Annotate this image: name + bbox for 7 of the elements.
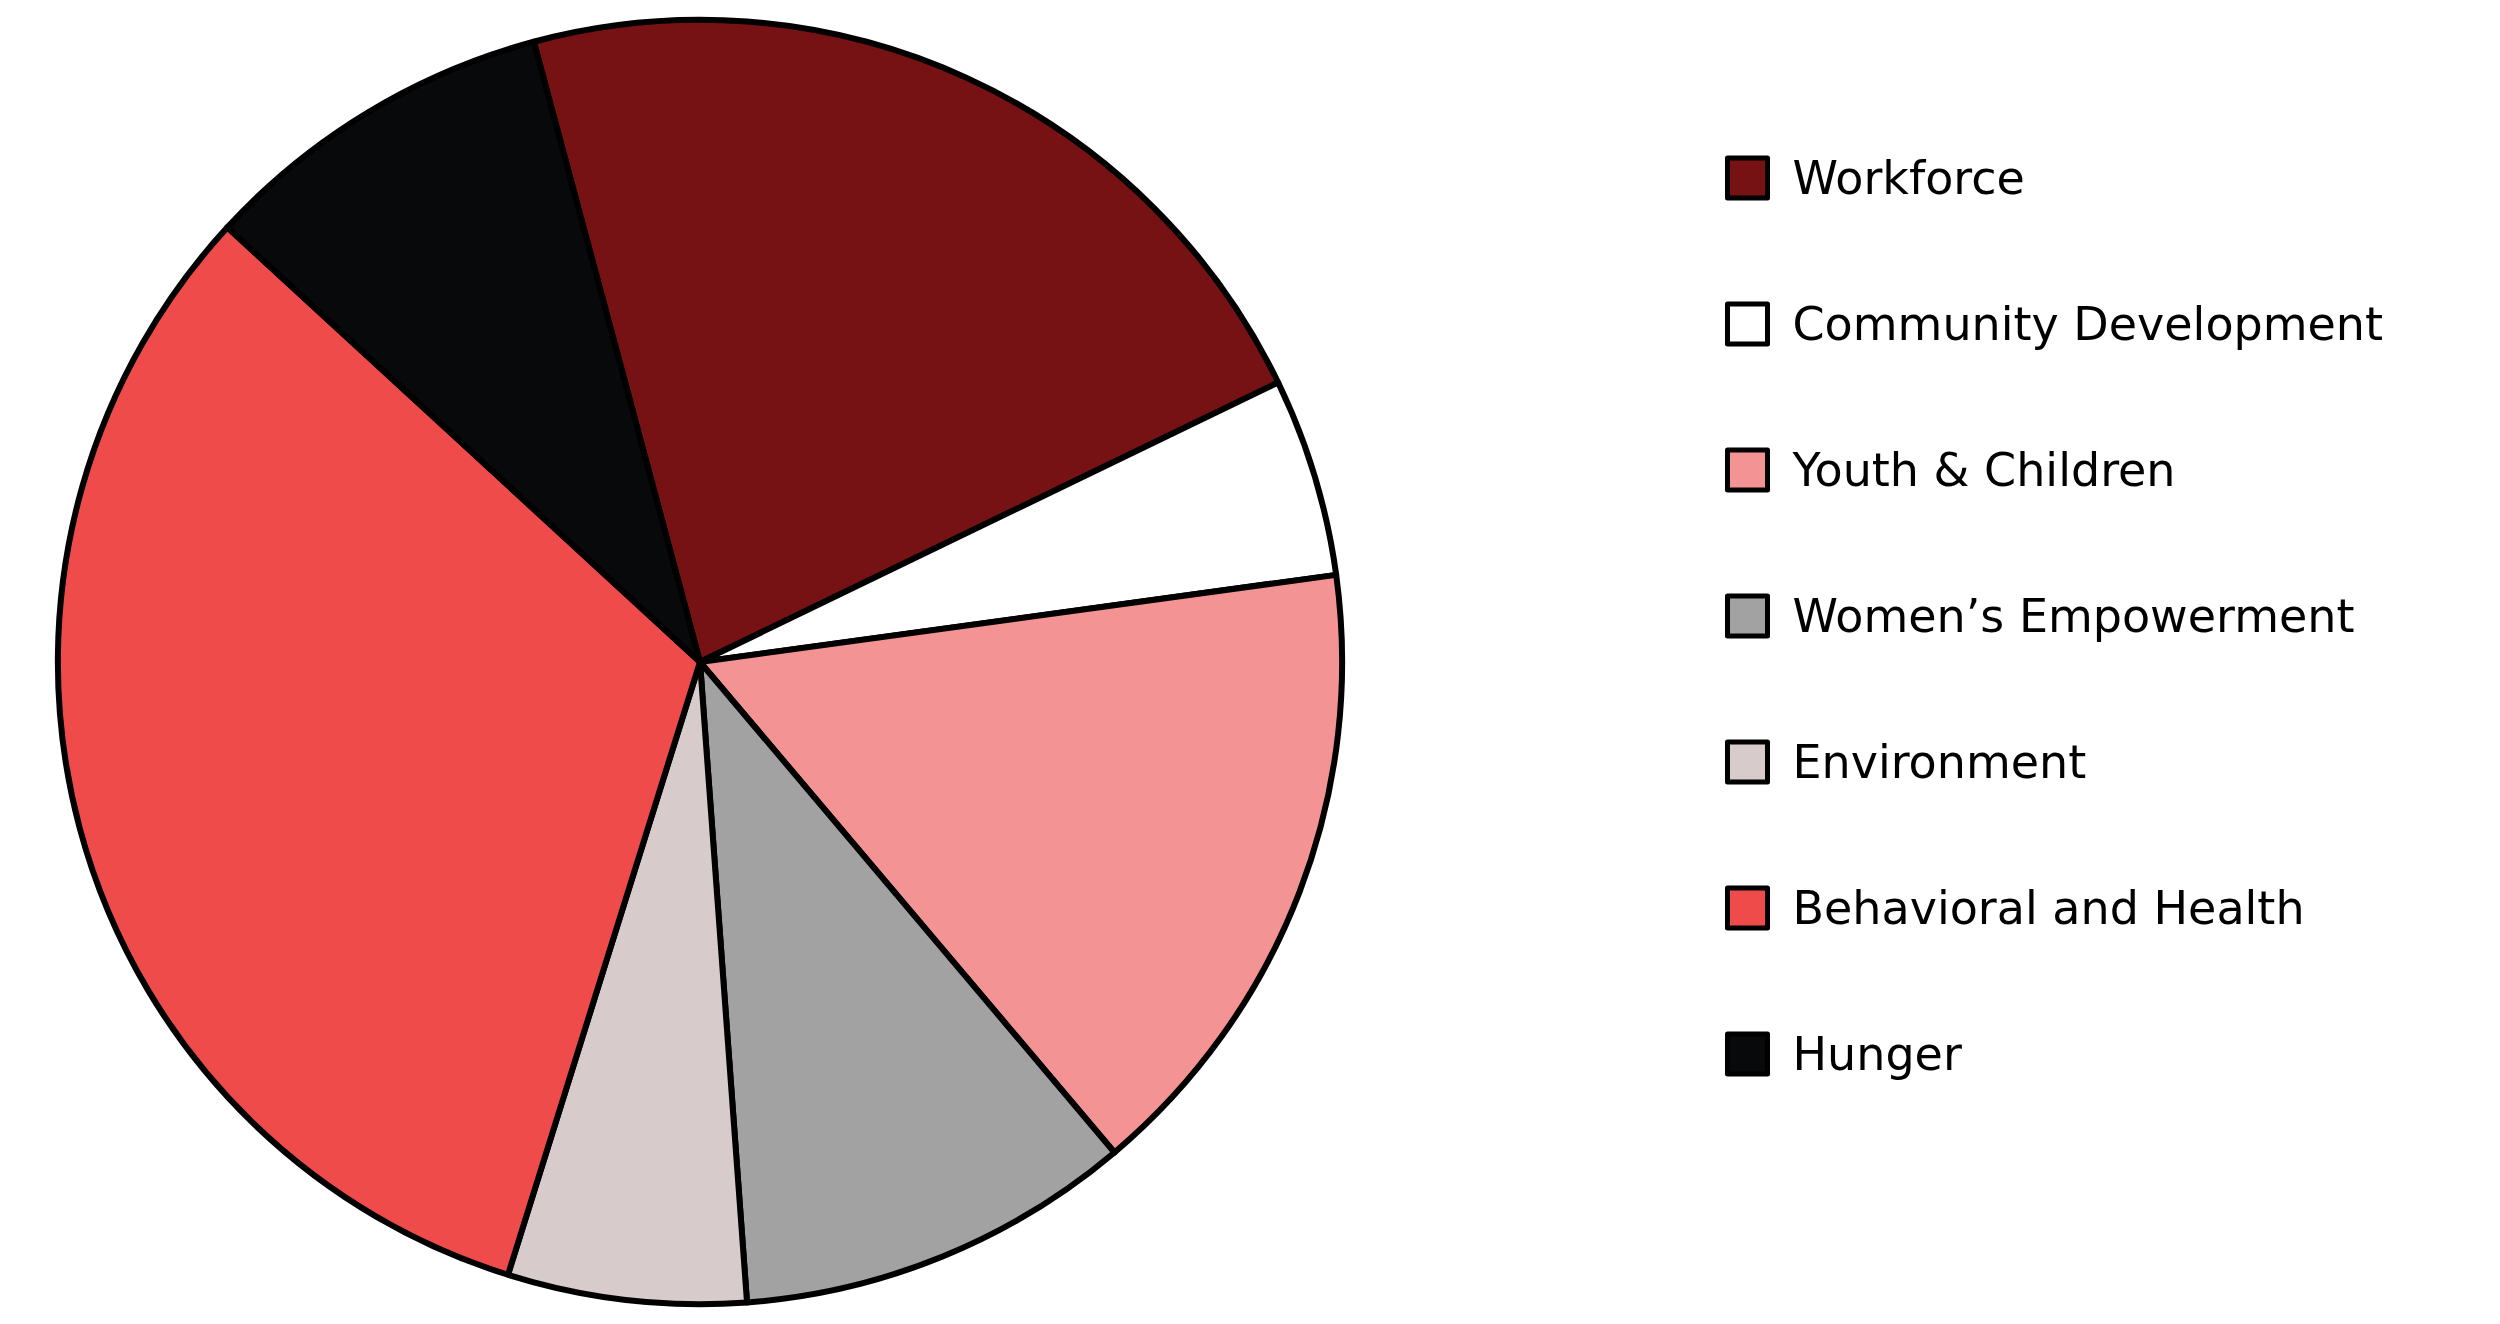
legend-label: Women’s Empowerment <box>1792 589 2355 643</box>
legend-label: Hunger <box>1792 1027 1962 1081</box>
legend-label: Behavioral and Health <box>1792 881 2305 935</box>
legend-label: Youth & Children <box>1791 443 2176 497</box>
legend-label: Workforce <box>1792 151 2025 205</box>
legend-label: Community Development <box>1792 297 2384 351</box>
legend-label: Environment <box>1792 735 2087 789</box>
